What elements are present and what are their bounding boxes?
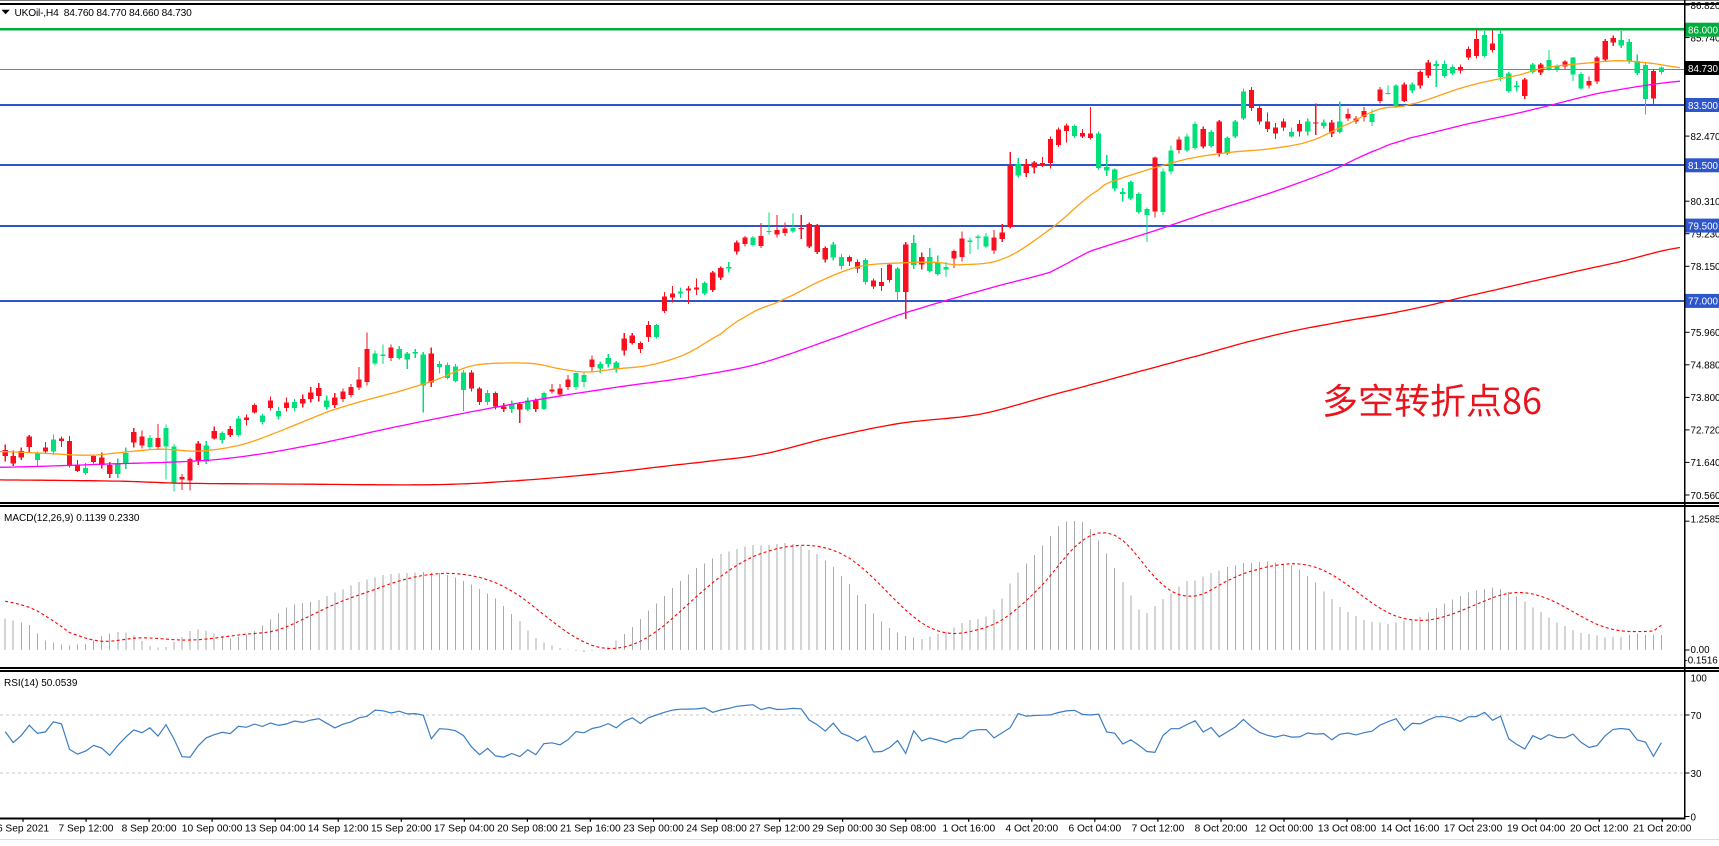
svg-text:RSI(14) 50.0539: RSI(14) 50.0539	[4, 678, 78, 689]
svg-text:24 Sep 08:00: 24 Sep 08:00	[686, 824, 747, 835]
svg-text:86.000: 86.000	[1688, 26, 1719, 37]
svg-text:80.310: 80.310	[1691, 197, 1719, 208]
svg-text:72.720: 72.720	[1691, 426, 1719, 437]
svg-text:6 Oct 04:00: 6 Oct 04:00	[1068, 824, 1121, 835]
svg-text:75.960: 75.960	[1691, 328, 1719, 339]
svg-text:MACD(12,26,9) 0.1139 0.2330: MACD(12,26,9) 0.1139 0.2330	[4, 513, 140, 524]
svg-text:77.000: 77.000	[1688, 297, 1719, 308]
svg-text:10 Sep 00:00: 10 Sep 00:00	[182, 824, 243, 835]
svg-text:84.730: 84.730	[1688, 64, 1719, 75]
svg-text:17 Sep 04:00: 17 Sep 04:00	[434, 824, 495, 835]
svg-text:7 Oct 12:00: 7 Oct 12:00	[1132, 824, 1185, 835]
svg-text:27 Sep 12:00: 27 Sep 12:00	[749, 824, 810, 835]
svg-text:74.880: 74.880	[1691, 361, 1719, 372]
svg-text:30 Sep 08:00: 30 Sep 08:00	[875, 824, 936, 835]
svg-text:7 Sep 12:00: 7 Sep 12:00	[59, 824, 114, 835]
svg-text:21 Oct 20:00: 21 Oct 20:00	[1633, 824, 1692, 835]
svg-text:14 Oct 16:00: 14 Oct 16:00	[1381, 824, 1440, 835]
svg-text:UKOil-,H4 84.760 84.770 84.66: UKOil-,H4 84.760 84.770 84.660 84.730	[15, 8, 193, 19]
svg-text:81.500: 81.500	[1688, 161, 1719, 172]
svg-text:21 Sep 16:00: 21 Sep 16:00	[560, 824, 621, 835]
svg-text:20 Oct 12:00: 20 Oct 12:00	[1570, 824, 1629, 835]
svg-text:29 Sep 00:00: 29 Sep 00:00	[812, 824, 873, 835]
svg-text:0.00: 0.00	[1691, 645, 1711, 656]
svg-text:100: 100	[1691, 673, 1708, 684]
svg-text:19 Oct 04:00: 19 Oct 04:00	[1507, 824, 1566, 835]
svg-text:23 Sep 00:00: 23 Sep 00:00	[623, 824, 684, 835]
svg-text:78.150: 78.150	[1691, 262, 1719, 273]
svg-text:0: 0	[1691, 812, 1697, 823]
svg-text:73.800: 73.800	[1691, 393, 1719, 404]
svg-text:17 Oct 23:00: 17 Oct 23:00	[1444, 824, 1503, 835]
svg-text:1 Oct 16:00: 1 Oct 16:00	[942, 824, 995, 835]
svg-text:12 Oct 00:00: 12 Oct 00:00	[1255, 824, 1314, 835]
svg-text:79.500: 79.500	[1688, 221, 1719, 232]
svg-text:15 Sep 20:00: 15 Sep 20:00	[371, 824, 432, 835]
svg-text:14 Sep 12:00: 14 Sep 12:00	[308, 824, 369, 835]
svg-text:71.640: 71.640	[1691, 458, 1719, 469]
svg-text:70.560: 70.560	[1691, 491, 1719, 502]
svg-text:83.500: 83.500	[1688, 101, 1719, 112]
svg-text:30: 30	[1691, 769, 1702, 780]
svg-text:4 Oct 20:00: 4 Oct 20:00	[1005, 824, 1058, 835]
svg-text:1.2585: 1.2585	[1691, 514, 1719, 525]
svg-text:6 Sep 2021: 6 Sep 2021	[0, 824, 49, 835]
svg-text:20 Sep 08:00: 20 Sep 08:00	[497, 824, 558, 835]
svg-text:86.820: 86.820	[1691, 1, 1719, 12]
svg-text:8 Sep 20:00: 8 Sep 20:00	[122, 824, 177, 835]
svg-text:13 Sep 04:00: 13 Sep 04:00	[245, 824, 306, 835]
svg-text:70: 70	[1691, 711, 1702, 722]
svg-text:13 Oct 08:00: 13 Oct 08:00	[1318, 824, 1377, 835]
svg-text:-0.1516: -0.1516	[1685, 656, 1719, 667]
svg-text:82.470: 82.470	[1691, 132, 1719, 143]
svg-text:8 Oct 20:00: 8 Oct 20:00	[1195, 824, 1248, 835]
